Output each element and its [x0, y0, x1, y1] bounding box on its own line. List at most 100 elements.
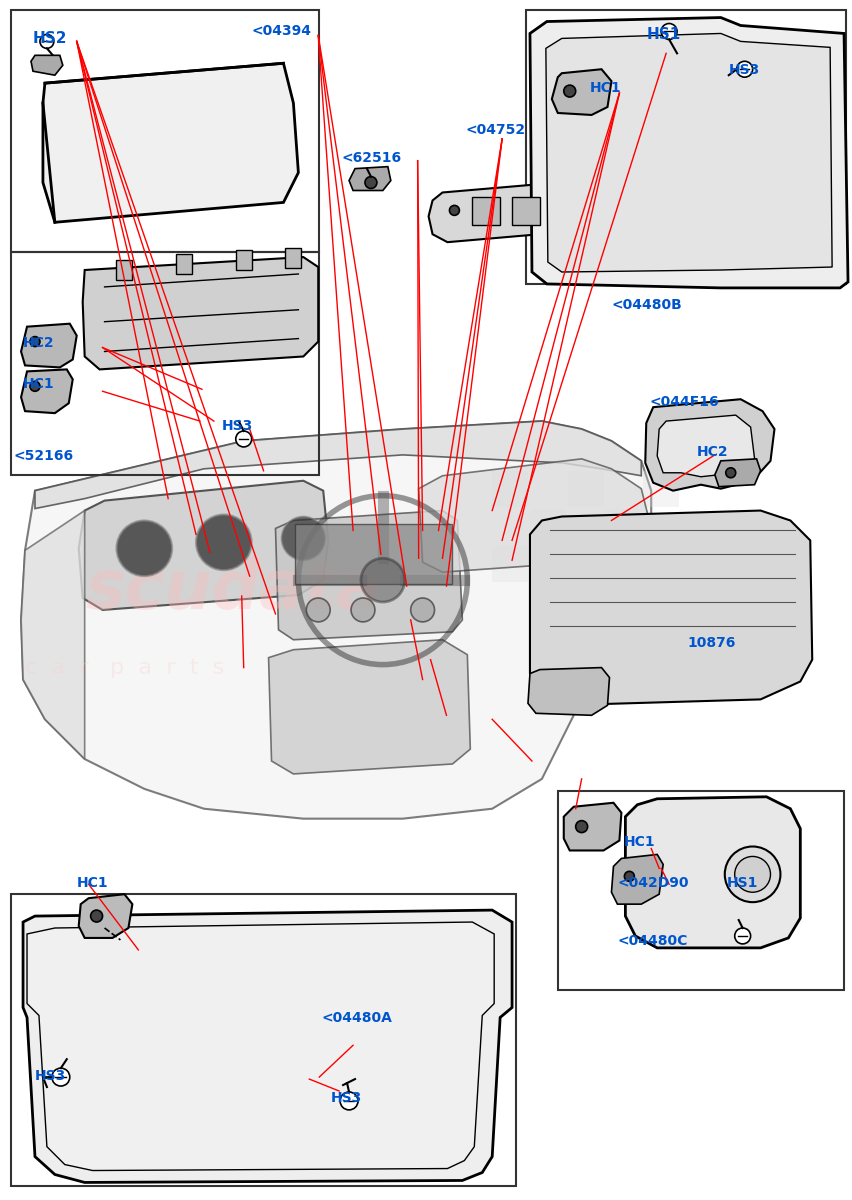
Polygon shape	[349, 167, 391, 191]
Text: <04752: <04752	[465, 122, 526, 137]
Text: HC2: HC2	[23, 336, 55, 349]
Text: HS2: HS2	[33, 31, 67, 47]
Text: HS3: HS3	[728, 64, 760, 77]
Circle shape	[450, 205, 459, 215]
Text: HC1: HC1	[624, 834, 655, 848]
Bar	[567, 470, 603, 506]
Circle shape	[40, 35, 54, 48]
Circle shape	[625, 871, 635, 881]
Circle shape	[725, 846, 780, 902]
Polygon shape	[612, 854, 663, 904]
Text: <04480C: <04480C	[618, 934, 688, 948]
Circle shape	[361, 558, 405, 602]
Bar	[11, 10, 320, 252]
Polygon shape	[645, 400, 774, 491]
Polygon shape	[23, 910, 512, 1182]
Text: HC1: HC1	[590, 82, 621, 95]
Bar	[530, 509, 566, 545]
Circle shape	[281, 516, 325, 560]
Circle shape	[340, 1092, 358, 1110]
Circle shape	[564, 85, 576, 97]
Circle shape	[365, 176, 377, 188]
Circle shape	[734, 928, 751, 944]
Circle shape	[30, 382, 40, 391]
Polygon shape	[35, 421, 642, 509]
Text: <04394: <04394	[251, 24, 312, 37]
Polygon shape	[528, 667, 609, 715]
Polygon shape	[546, 34, 832, 272]
Circle shape	[351, 598, 375, 622]
Polygon shape	[429, 180, 602, 242]
Text: <044F16: <044F16	[649, 395, 719, 409]
Text: HC1: HC1	[77, 876, 108, 890]
Polygon shape	[21, 370, 72, 413]
Bar	[512, 198, 540, 226]
Circle shape	[411, 598, 435, 622]
Polygon shape	[715, 458, 761, 487]
Polygon shape	[83, 257, 319, 370]
Bar	[643, 470, 679, 506]
Polygon shape	[21, 510, 84, 760]
Polygon shape	[657, 415, 755, 476]
Polygon shape	[78, 894, 132, 938]
Circle shape	[90, 910, 102, 922]
Circle shape	[734, 857, 770, 893]
Bar	[296, 524, 452, 584]
Bar	[606, 584, 642, 620]
Text: HC1: HC1	[23, 377, 55, 391]
Polygon shape	[43, 64, 298, 222]
Text: HS1: HS1	[727, 876, 758, 890]
Circle shape	[117, 521, 172, 576]
Polygon shape	[78, 481, 328, 610]
Polygon shape	[625, 797, 800, 948]
Circle shape	[30, 337, 40, 347]
Circle shape	[661, 24, 677, 40]
Text: <04480A: <04480A	[321, 1012, 392, 1026]
Polygon shape	[21, 324, 77, 367]
Bar	[526, 10, 846, 284]
Bar	[606, 509, 642, 545]
Bar	[117, 260, 132, 280]
Circle shape	[726, 468, 736, 478]
Text: scudata: scudata	[86, 557, 382, 623]
Polygon shape	[31, 55, 63, 76]
Polygon shape	[275, 510, 463, 640]
Bar	[176, 254, 192, 274]
Text: HS3: HS3	[35, 1069, 66, 1084]
Text: HC2: HC2	[697, 445, 728, 458]
Circle shape	[737, 61, 752, 77]
Text: HS3: HS3	[222, 419, 253, 433]
Bar	[285, 248, 302, 268]
Polygon shape	[530, 18, 848, 288]
Polygon shape	[27, 922, 494, 1170]
Text: <62516: <62516	[341, 151, 401, 164]
Bar	[236, 250, 251, 270]
Circle shape	[196, 515, 251, 570]
Text: 10876: 10876	[687, 636, 735, 649]
Polygon shape	[530, 510, 812, 706]
Bar	[11, 894, 516, 1187]
Bar	[11, 252, 320, 475]
Circle shape	[236, 431, 251, 446]
Bar	[567, 546, 603, 582]
Bar	[530, 584, 566, 620]
Bar	[558, 791, 844, 990]
Polygon shape	[552, 70, 612, 115]
Circle shape	[307, 598, 331, 622]
Text: <04480B: <04480B	[612, 298, 682, 312]
Text: HS3: HS3	[331, 1091, 362, 1105]
Bar	[492, 470, 528, 506]
Circle shape	[576, 821, 588, 833]
Text: HS1: HS1	[647, 28, 681, 42]
Bar	[472, 198, 500, 226]
Text: <52166: <52166	[13, 449, 73, 463]
Bar	[643, 546, 679, 582]
Circle shape	[52, 1068, 70, 1086]
Polygon shape	[21, 421, 651, 818]
Text: c  a  r   p  a  r  t  s: c a r p a r t s	[25, 658, 224, 678]
Text: <042D90: <042D90	[618, 876, 689, 890]
Polygon shape	[418, 458, 649, 572]
Polygon shape	[268, 640, 470, 774]
Bar	[492, 546, 528, 582]
Polygon shape	[564, 803, 621, 851]
